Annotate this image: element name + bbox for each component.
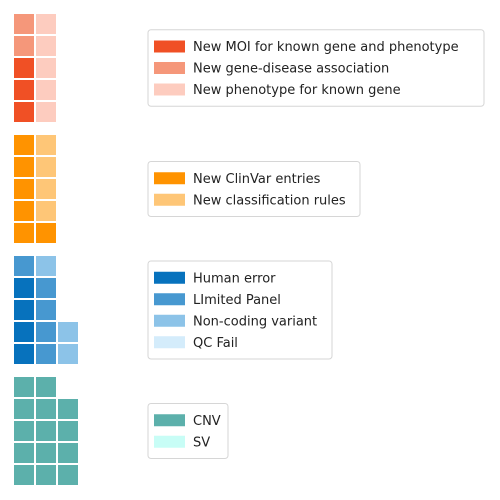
waffle-cell-2-1-6 (36, 223, 56, 243)
legend-label-3-2: LImited Panel (193, 293, 281, 308)
waffle-cell-4-1-1 (14, 465, 34, 485)
waffle-cell-3-2-3 (36, 322, 56, 342)
waffle-cell-1-3-4 (36, 36, 56, 56)
waffle-cell-1-1-3 (14, 58, 34, 78)
legend-swatch-1-1 (154, 40, 185, 53)
legend-frame-4 (147, 403, 229, 459)
waffle-cell-1-2-2 (14, 14, 34, 34)
legend-label-1-2: New gene-disease association (193, 62, 389, 77)
legend-3: Human error LImited Panel Non-coding varia… (147, 260, 333, 360)
legend-label-4-2: SV (193, 435, 210, 450)
waffle-cell-3-3-2 (58, 344, 78, 364)
waffle-cell-4-1-10 (36, 377, 56, 397)
legend-1: New MOI for known gene and phenotype New … (147, 29, 485, 107)
waffle-cell-1-3-5 (36, 14, 56, 34)
legend-swatch-3-1 (154, 271, 185, 284)
waffle-cell-4-1-6 (36, 465, 56, 485)
legend-swatch-3-2 (154, 293, 185, 306)
legend-label-1-3: New phenotype for known gene (193, 83, 401, 98)
waffle-cell-1-1-1 (14, 102, 34, 122)
legend-swatch-1-3 (154, 83, 185, 96)
waffle-cell-4-1-8 (36, 421, 56, 441)
waffle-cell-2-1-5 (14, 135, 34, 155)
waffle-panel-1 (14, 14, 56, 122)
waffle-cell-2-1-3 (14, 179, 34, 199)
waffle-cell-1-3-2 (36, 80, 56, 100)
waffle-cell-4-1-13 (58, 421, 78, 441)
legend-2: New ClinVar entries New classification ru… (147, 161, 361, 217)
waffle-cell-2-1-1 (14, 223, 34, 243)
waffle-cell-2-2-1 (36, 201, 56, 221)
waffle-cell-2-2-3 (36, 157, 56, 177)
waffle-cell-3-2-4 (36, 300, 56, 320)
waffle-cell-3-2-2 (36, 344, 56, 364)
waffle-cell-2-1-4 (14, 157, 34, 177)
legend-swatch-4-2 (154, 435, 185, 448)
waffle-cell-1-1-2 (14, 80, 34, 100)
waffle-panel-4 (14, 377, 78, 485)
legend-label-2-1: New ClinVar entries (193, 172, 321, 187)
legend-label-3-4: QC Fail (193, 336, 238, 351)
waffle-cell-3-2-5 (36, 278, 56, 298)
waffle-cell-1-3-1 (36, 102, 56, 122)
waffle-cell-4-1-3 (14, 421, 34, 441)
legend-label-1-1: New MOI for known gene and phenotype (193, 40, 459, 55)
waffle-cell-2-2-4 (36, 135, 56, 155)
waffle-cell-3-1-3 (14, 300, 34, 320)
waffle-cell-4-1-5 (14, 377, 34, 397)
waffle-cell-1-3-3 (36, 58, 56, 78)
legend-frame-3 (147, 260, 333, 360)
waffle-panel-2 (14, 135, 56, 243)
waffle-panel-3 (14, 256, 78, 364)
waffle-cell-3-1-1 (14, 344, 34, 364)
legend-swatch-4-1 (154, 414, 185, 427)
waffle-cell-4-1-11 (58, 465, 78, 485)
legend-swatch-1-2 (154, 62, 185, 74)
waffle-cell-1-2-1 (14, 36, 34, 56)
legend-label-2-2: New classification rules (193, 193, 346, 208)
legend-4: CNV SV (147, 403, 229, 459)
legend-frame-1 (147, 29, 485, 107)
waffle-cell-3-3-3 (58, 322, 78, 342)
waffle-cell-4-1-9 (36, 399, 56, 419)
legend-swatch-2-1 (154, 172, 185, 185)
waffle-cell-3-3-1 (36, 256, 56, 276)
waffle-cell-3-1-4 (14, 278, 34, 298)
waffle-cell-3-1-2 (14, 322, 34, 342)
legend-swatch-3-4 (154, 336, 185, 349)
legend-label-3-1: Human error (193, 271, 276, 286)
waffle-cell-4-1-2 (14, 443, 34, 463)
waffle-cell-3-2-1 (14, 256, 34, 276)
waffle-cell-4-1-14 (58, 399, 78, 419)
waffle-cell-2-2-2 (36, 179, 56, 199)
waffle-cell-4-1-4 (14, 399, 34, 419)
waffle-cell-2-1-2 (14, 201, 34, 221)
waffle-cell-4-1-12 (58, 443, 78, 463)
legend-frame-2 (147, 161, 361, 217)
legend-swatch-3-3 (154, 314, 185, 327)
legend-swatch-2-2 (154, 193, 185, 206)
legend-label-4-1: CNV (193, 414, 221, 429)
waffle-cell-4-1-7 (36, 443, 56, 463)
legend-label-3-3: Non-coding variant (193, 314, 317, 329)
